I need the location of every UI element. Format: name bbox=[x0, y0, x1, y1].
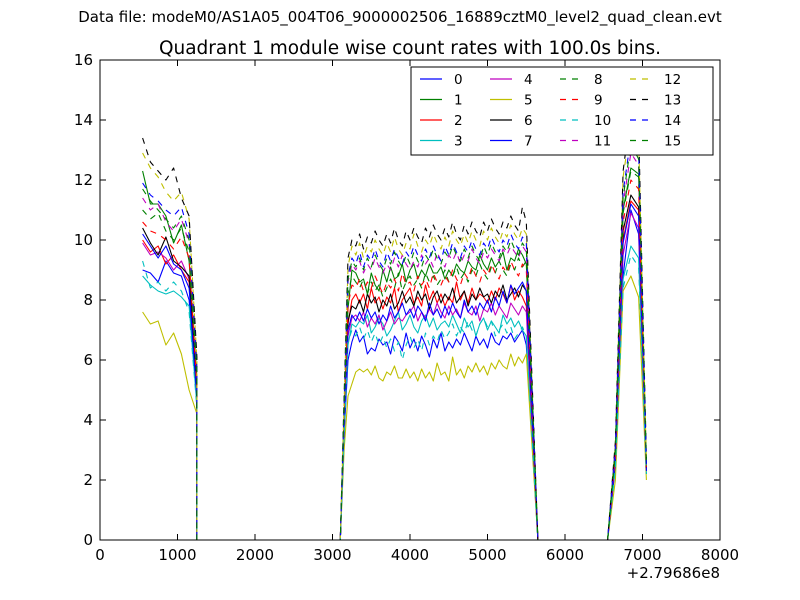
y-tick-label: 2 bbox=[83, 471, 93, 489]
legend-label-0: 0 bbox=[454, 72, 463, 88]
series-line-11 bbox=[142, 152, 647, 541]
y-tick-label: 4 bbox=[83, 411, 93, 429]
legend-label-11: 11 bbox=[594, 134, 611, 150]
x-tick-label: 0 bbox=[95, 546, 105, 564]
series-line-14 bbox=[142, 137, 647, 541]
x-tick-label: 5000 bbox=[468, 546, 506, 564]
x-tick-label: 4000 bbox=[391, 546, 429, 564]
legend-label-8: 8 bbox=[594, 72, 603, 88]
x-axis-offset-label: +2.79686e8 bbox=[627, 564, 720, 582]
x-tick-label: 3000 bbox=[313, 546, 351, 564]
x-tick-label: 2000 bbox=[236, 546, 274, 564]
y-tick-label: 6 bbox=[83, 351, 93, 369]
series-line-12 bbox=[142, 122, 647, 541]
series-line-15 bbox=[142, 143, 647, 541]
series-line-8 bbox=[142, 170, 647, 541]
y-tick-label: 16 bbox=[74, 51, 93, 69]
axis-ticks: 0 1000 2000 3000 4000 5000 6000 7000 80000246810… bbox=[74, 51, 739, 564]
legend-label-13: 13 bbox=[664, 93, 681, 109]
series-layer bbox=[142, 110, 647, 541]
x-tick-label: 7000 bbox=[623, 546, 661, 564]
series-line-10 bbox=[142, 254, 647, 541]
legend-label-7: 7 bbox=[524, 134, 533, 150]
y-tick-label: 0 bbox=[83, 531, 93, 549]
y-tick-label: 8 bbox=[83, 291, 93, 309]
legend-label-4: 4 bbox=[524, 72, 533, 88]
series-line-4 bbox=[142, 212, 647, 541]
x-tick-label: 6000 bbox=[546, 546, 584, 564]
series-line-9 bbox=[142, 179, 647, 541]
series-line-1 bbox=[142, 167, 647, 541]
legend-label-5: 5 bbox=[524, 93, 533, 109]
legend-label-9: 9 bbox=[594, 93, 603, 109]
series-line-7 bbox=[142, 203, 647, 541]
y-tick-label: 10 bbox=[74, 231, 93, 249]
legend-label-12: 12 bbox=[664, 72, 681, 88]
x-tick-label: 1000 bbox=[158, 546, 196, 564]
y-tick-label: 12 bbox=[74, 171, 93, 189]
legend-label-2: 2 bbox=[454, 113, 463, 129]
legend-label-3: 3 bbox=[454, 134, 463, 150]
legend-label-6: 6 bbox=[524, 113, 533, 129]
series-line-5 bbox=[142, 275, 647, 541]
legend-label-14: 14 bbox=[664, 113, 681, 129]
legend-label-10: 10 bbox=[594, 113, 611, 129]
series-line-13 bbox=[142, 110, 647, 541]
legend-label-15: 15 bbox=[664, 134, 681, 150]
y-tick-label: 14 bbox=[74, 111, 93, 129]
legend-label-1: 1 bbox=[454, 93, 463, 109]
chart-title: Quadrant 1 module wise count rates with … bbox=[159, 38, 661, 59]
figure-suptitle: Data file: modeM0/AS1A05_004T06_90000025… bbox=[78, 8, 722, 26]
x-tick-label: 8000 bbox=[701, 546, 739, 564]
